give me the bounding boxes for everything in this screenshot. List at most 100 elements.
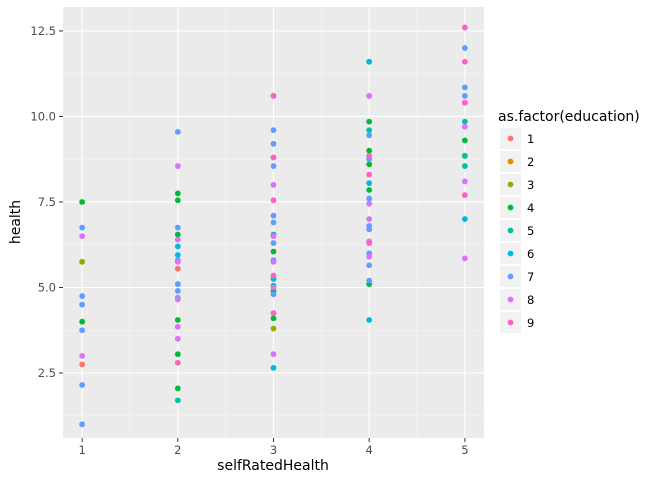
data-point-education-9 [270,93,277,99]
data-point-education-7 [366,262,373,269]
data-point-education-9 [461,192,468,199]
data-point-education-4 [174,231,181,238]
data-point-education-7 [461,45,468,51]
data-point-education-5 [174,397,181,404]
data-point-education-5 [366,127,373,134]
data-points [79,24,468,428]
data-point-education-5 [461,118,468,125]
data-point-education-9 [461,58,468,65]
data-point-education-7 [270,240,277,246]
data-point-education-7 [79,382,86,388]
data-point-education-6 [270,364,277,371]
x-axis: 1 2 3 4 5 [78,438,469,457]
data-point-education-8 [174,296,181,303]
data-point-education-8 [461,178,468,185]
data-point-education-6 [366,180,373,187]
legend-swatch-7 [507,273,514,280]
data-point-education-5 [461,152,468,159]
data-point-education-7 [174,281,181,287]
legend-label-4: 4 [527,201,534,215]
data-point-education-9 [366,171,373,178]
data-point-education-4 [79,199,86,205]
data-point-education-8 [270,233,277,240]
data-point-education-4 [461,137,468,144]
legend-swatch-9 [507,319,514,326]
data-point-education-7 [270,127,277,134]
y-tick-label: 10.0 [30,109,56,123]
y-tick-label: 5.0 [38,280,56,294]
x-tick-label: 2 [174,443,181,457]
data-point-education-7 [79,301,86,308]
data-point-education-4 [366,118,373,125]
data-point-education-8 [174,258,181,265]
data-point-education-7 [461,93,468,99]
data-point-education-7 [366,195,373,202]
y-tick-label: 12.5 [30,24,56,38]
data-point-education-4 [270,315,277,322]
data-point-education-8 [270,284,277,291]
data-point-education-7 [270,140,277,147]
y-tick-label: 2.5 [38,366,56,380]
data-point-education-6 [174,252,181,258]
data-point-education-8 [270,258,277,265]
data-point-education-7 [270,212,277,219]
data-point-education-6 [461,216,468,222]
data-point-education-4 [270,248,277,255]
data-point-education-7 [461,84,468,91]
legend-swatch-5 [507,227,514,234]
data-point-education-9 [270,272,277,279]
data-point-education-7 [174,224,181,231]
data-point-education-5 [461,163,468,169]
data-point-education-8 [79,353,86,359]
data-point-education-8 [461,255,468,262]
legend-label-8: 8 [527,293,534,307]
data-point-education-9 [270,197,277,204]
legend: as.factor(education) 1 2 3 4 5 6 7 8 9 [498,109,640,333]
data-point-education-3 [79,258,86,265]
data-point-education-8 [174,236,181,243]
data-point-education-6 [366,58,373,65]
legend-label-7: 7 [527,270,534,284]
data-point-education-7 [174,128,181,135]
data-point-education-6 [174,243,181,250]
data-point-education-8 [174,163,181,169]
data-point-education-7 [270,163,277,169]
data-point-education-4 [174,190,181,197]
x-tick-label: 4 [366,443,373,457]
y-axis: 2.5 5.0 7.5 10.0 12.5 [30,24,63,380]
legend-label-5: 5 [527,224,534,238]
x-axis-label: selfRatedHealth [217,458,329,474]
data-point-education-9 [174,359,181,366]
data-point-education-7 [270,219,277,226]
y-tick-label: 7.5 [38,195,56,209]
legend-swatch-8 [507,296,514,303]
data-point-education-6 [366,317,373,323]
data-point-education-7 [270,291,277,298]
data-point-education-9 [461,24,468,31]
legend-swatch-4 [507,204,514,211]
x-tick-label: 5 [461,443,468,457]
data-point-education-9 [366,152,373,159]
data-point-education-4 [174,317,181,323]
data-point-education-9 [461,99,468,106]
data-point-education-8 [366,216,373,222]
legend-swatch-6 [507,250,514,257]
data-point-education-7 [366,226,373,233]
data-point-education-7 [366,277,373,284]
legend-label-6: 6 [527,247,534,261]
data-point-education-8 [79,233,86,240]
data-point-education-8 [174,323,181,330]
data-point-education-3 [270,325,277,332]
data-point-education-8 [366,253,373,260]
data-point-education-7 [79,293,86,299]
legend-label-3: 3 [527,178,534,192]
data-point-education-4 [174,197,181,204]
y-axis-label: health [8,200,24,244]
data-point-education-7 [174,288,181,294]
x-tick-label: 3 [270,443,277,457]
legend-label-2: 2 [527,155,534,169]
data-point-education-7 [79,327,86,334]
legend-label-9: 9 [527,316,534,330]
